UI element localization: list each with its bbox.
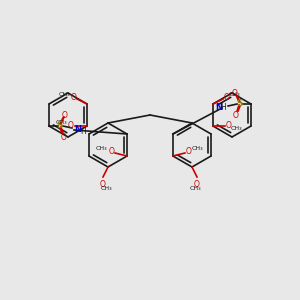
Text: O: O (62, 110, 68, 119)
Text: O: O (108, 146, 114, 155)
Text: N: N (215, 103, 222, 112)
Text: CH₃: CH₃ (192, 146, 204, 151)
Text: S: S (57, 122, 63, 130)
Text: CH₃: CH₃ (100, 186, 112, 191)
Text: O: O (70, 92, 76, 101)
Text: CH₃: CH₃ (58, 92, 70, 97)
Text: CH₃: CH₃ (95, 146, 107, 151)
Text: O: O (61, 133, 67, 142)
Text: O: O (67, 122, 73, 130)
Text: H: H (220, 103, 226, 112)
Text: O: O (233, 110, 239, 119)
Text: O: O (194, 180, 200, 189)
Text: CH₃: CH₃ (56, 121, 67, 125)
Text: H: H (80, 128, 86, 136)
Text: O: O (232, 88, 238, 98)
Text: CH₃: CH₃ (231, 127, 243, 131)
Text: O: O (186, 146, 192, 155)
Text: CH₃: CH₃ (229, 92, 241, 97)
Text: N: N (74, 125, 81, 134)
Text: O: O (224, 92, 230, 101)
Text: O: O (100, 180, 106, 189)
Text: S: S (237, 100, 243, 109)
Text: O: O (226, 122, 232, 130)
Text: CH₃: CH₃ (189, 186, 201, 191)
